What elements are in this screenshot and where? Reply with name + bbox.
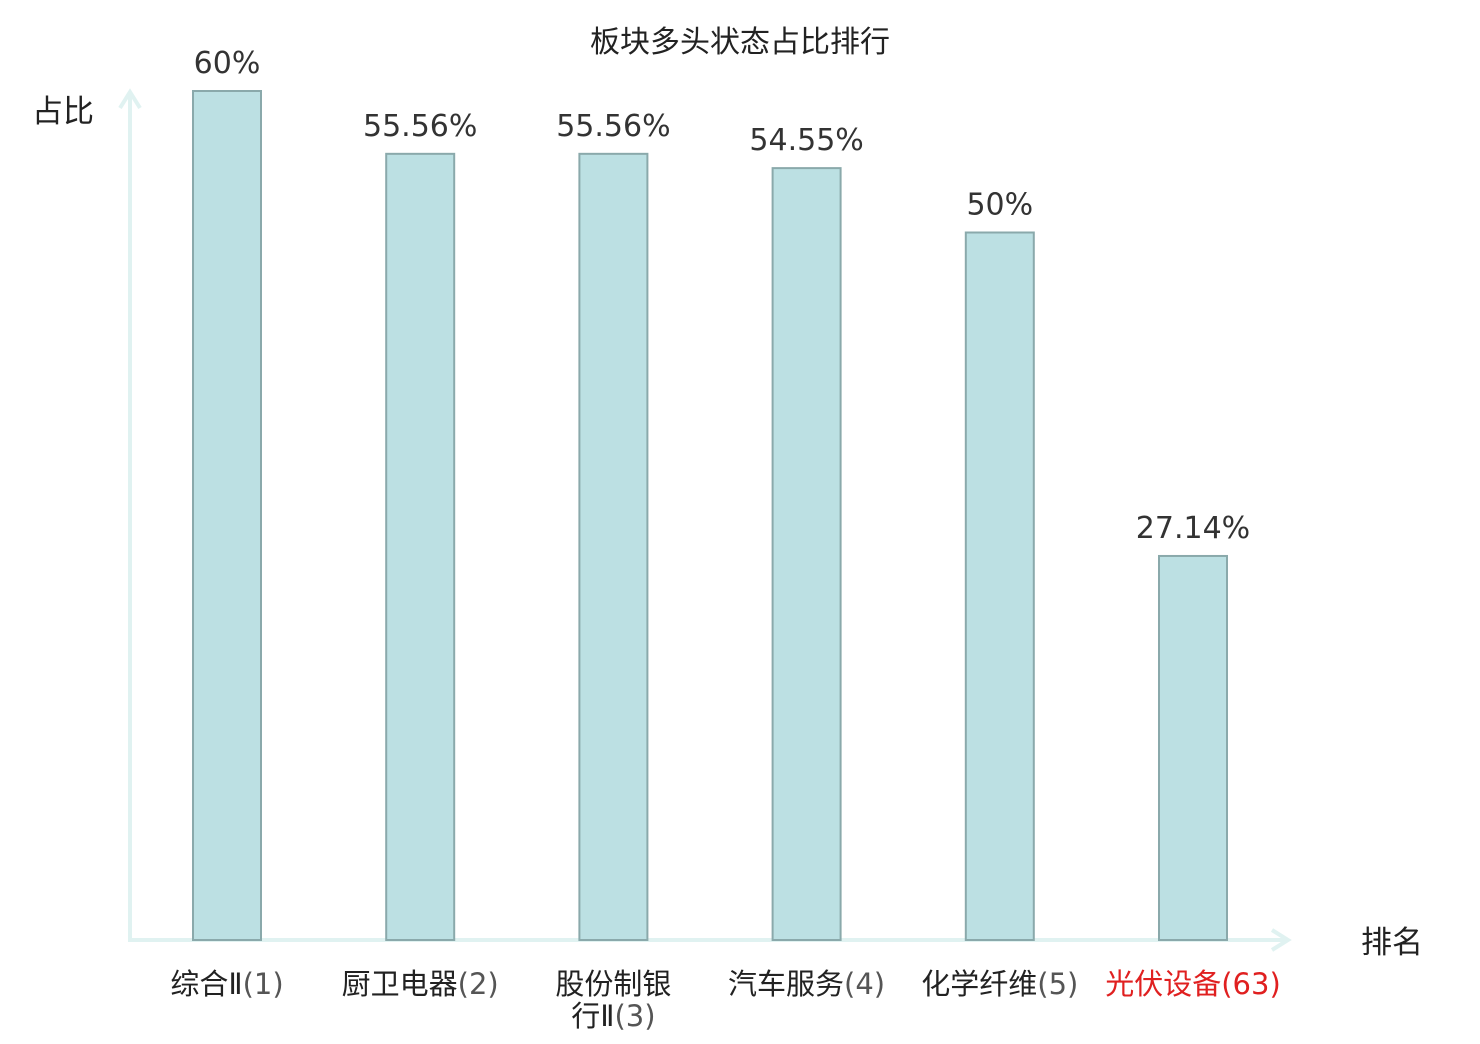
value-label-3: 55.56%: [556, 109, 670, 144]
axes: [118, 88, 1292, 952]
category-label-3-line-1: 股份制银: [555, 967, 671, 1001]
bar-6: [1158, 554, 1228, 941]
category-label-6: 光伏设备(63): [1105, 967, 1281, 1001]
category-label-1: 综合Ⅱ(1): [170, 967, 283, 1001]
category-label-5: 化学纤维(5): [921, 967, 1078, 1001]
bar-5: [964, 231, 1035, 941]
value-label-4: 54.55%: [749, 123, 863, 158]
value-label-1: 60%: [194, 46, 261, 81]
value-label-5: 50%: [966, 188, 1033, 223]
chart-title: 板块多头状态占比排行: [590, 25, 890, 60]
bar-1: [192, 90, 262, 941]
category-label-2: 厨卫电器(2): [342, 967, 499, 1001]
value-labels-layer: 60% 55.56% 55.56% 54.55% 50% 27.14%: [194, 46, 1251, 546]
x-axis-arrow: [1270, 928, 1292, 952]
bar-3: [578, 152, 649, 942]
category-label-4: 汽车服务(4): [728, 967, 885, 1001]
bar-2: [385, 152, 456, 942]
x-axis-label: 排名: [1361, 925, 1423, 961]
value-label-6: 27.14%: [1136, 511, 1250, 546]
bars-layer: [192, 90, 1228, 942]
y-axis-arrow: [118, 88, 142, 110]
value-label-2: 55.56%: [363, 109, 477, 144]
y-axis-label: 占比: [32, 94, 94, 130]
bar-4: [771, 167, 842, 941]
category-label-3-line-2: 行Ⅱ(3): [571, 999, 655, 1033]
